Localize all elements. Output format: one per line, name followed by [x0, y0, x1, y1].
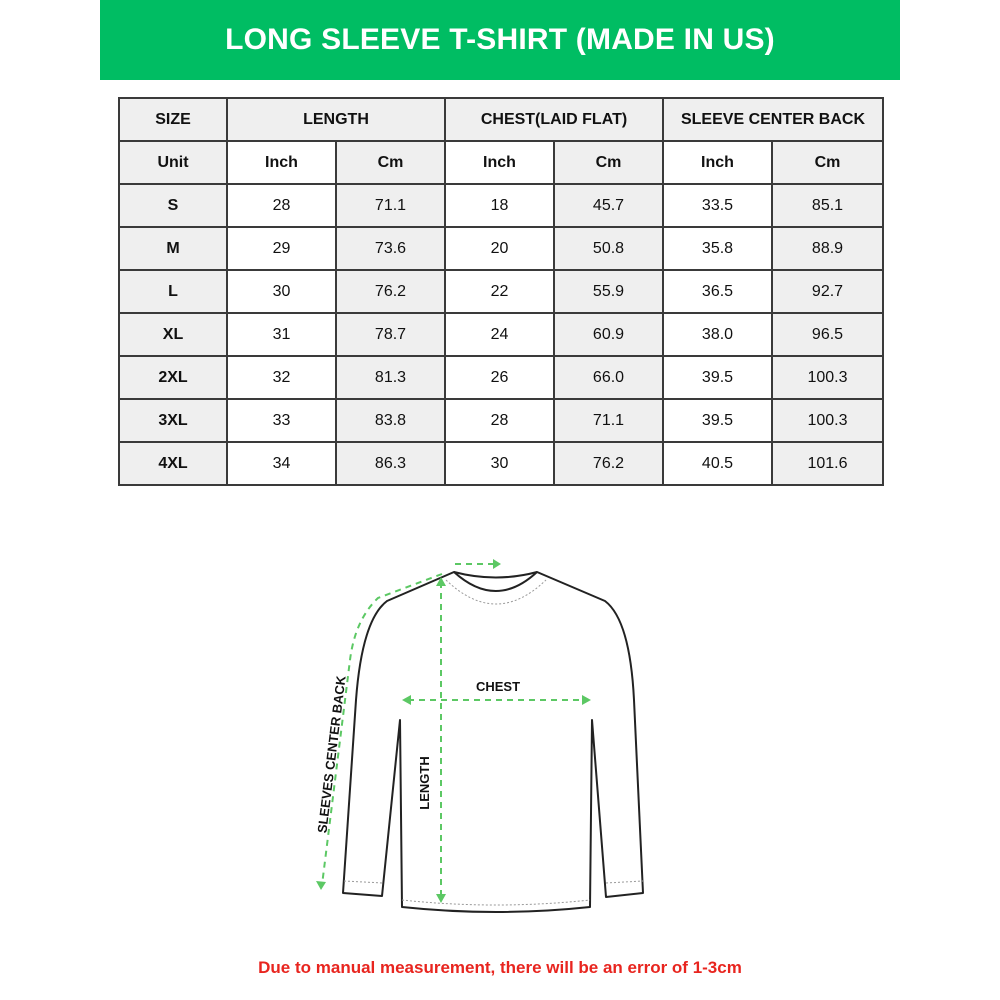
size-chart-table: SIZE LENGTH CHEST(LAID FLAT) SLEEVE CENT… [118, 97, 884, 486]
value-cell: 92.7 [771, 269, 884, 314]
value-cell: 71.1 [553, 398, 664, 443]
value-cell: 31 [226, 312, 337, 357]
value-cell: 33.5 [662, 183, 773, 228]
arrow-head-icon [436, 894, 446, 903]
page-title: LONG SLEEVE T-SHIRT (MADE IN US) [225, 23, 775, 56]
value-cell: 100.3 [771, 355, 884, 400]
arrow-head-icon [402, 695, 411, 705]
value-cell: 76.2 [553, 441, 664, 486]
value-cell: 29 [226, 226, 337, 271]
sleeve-label: SLEEVES CENTER BACK [314, 674, 348, 833]
value-cell: 22 [444, 269, 555, 314]
value-cell: 28 [226, 183, 337, 228]
unit-cell: Cm [771, 140, 884, 185]
value-cell: 30 [444, 441, 555, 486]
arrow-head-icon [436, 577, 446, 586]
value-cell: 71.1 [335, 183, 446, 228]
length-label: LENGTH [417, 756, 432, 809]
size-cell: S [118, 183, 228, 228]
value-cell: 33 [226, 398, 337, 443]
table-row: 4XL 34 86.3 30 76.2 40.5 101.6 [118, 441, 884, 486]
size-cell: 3XL [118, 398, 228, 443]
value-cell: 45.7 [553, 183, 664, 228]
table-row: 3XL 33 83.8 28 71.1 39.5 100.3 [118, 398, 884, 443]
value-cell: 39.5 [662, 398, 773, 443]
value-cell: 76.2 [335, 269, 446, 314]
value-cell: 83.8 [335, 398, 446, 443]
header-length: LENGTH [226, 97, 446, 142]
arrow-head-icon [316, 881, 326, 890]
arrow-head-icon [582, 695, 591, 705]
unit-cell: Unit [118, 140, 228, 185]
size-cell: 4XL [118, 441, 228, 486]
value-cell: 28 [444, 398, 555, 443]
group-header-row: SIZE LENGTH CHEST(LAID FLAT) SLEEVE CENT… [118, 97, 884, 142]
shirt-outline [342, 571, 644, 913]
measurement-note: Due to manual measurement, there will be… [258, 958, 742, 977]
table-row: 2XL 32 81.3 26 66.0 39.5 100.3 [118, 355, 884, 400]
value-cell: 20 [444, 226, 555, 271]
unit-cell: Inch [226, 140, 337, 185]
table-row: L 30 76.2 22 55.9 36.5 92.7 [118, 269, 884, 314]
value-cell: 55.9 [553, 269, 664, 314]
title-banner: LONG SLEEVE T-SHIRT (MADE IN US) [100, 0, 900, 80]
value-cell: 40.5 [662, 441, 773, 486]
neck-stitch [445, 579, 547, 605]
neckline [453, 571, 538, 592]
value-cell: 86.3 [335, 441, 446, 486]
value-cell: 26 [444, 355, 555, 400]
value-cell: 96.5 [771, 312, 884, 357]
header-size: SIZE [118, 97, 228, 142]
unit-cell: Cm [553, 140, 664, 185]
value-cell: 30 [226, 269, 337, 314]
table-row: M 29 73.6 20 50.8 35.8 88.9 [118, 226, 884, 271]
value-cell: 100.3 [771, 398, 884, 443]
value-cell: 101.6 [771, 441, 884, 486]
sleeve-measure-line [321, 563, 495, 886]
value-cell: 38.0 [662, 312, 773, 357]
size-cell: XL [118, 312, 228, 357]
size-cell: M [118, 226, 228, 271]
unit-header-row: Unit Inch Cm Inch Cm Inch Cm [118, 140, 884, 185]
value-cell: 73.6 [335, 226, 446, 271]
value-cell: 34 [226, 441, 337, 486]
value-cell: 60.9 [553, 312, 664, 357]
hem-stitch [401, 899, 591, 906]
value-cell: 18 [444, 183, 555, 228]
header-sleeve: SLEEVE CENTER BACK [662, 97, 884, 142]
value-cell: 36.5 [662, 269, 773, 314]
value-cell: 39.5 [662, 355, 773, 400]
table-row: XL 31 78.7 24 60.9 38.0 96.5 [118, 312, 884, 357]
value-cell: 66.0 [553, 355, 664, 400]
cuff-stitch-left [343, 880, 384, 884]
chest-label: CHEST [476, 679, 520, 694]
size-cell: L [118, 269, 228, 314]
unit-cell: Cm [335, 140, 446, 185]
arrow-head-icon [493, 559, 501, 569]
value-cell: 24 [444, 312, 555, 357]
value-cell: 88.9 [771, 226, 884, 271]
size-cell: 2XL [118, 355, 228, 400]
value-cell: 35.8 [662, 226, 773, 271]
table-row: S 28 71.1 18 45.7 33.5 85.1 [118, 183, 884, 228]
value-cell: 32 [226, 355, 337, 400]
unit-cell: Inch [662, 140, 773, 185]
value-cell: 78.7 [335, 312, 446, 357]
header-chest: CHEST(LAID FLAT) [444, 97, 664, 142]
value-cell: 50.8 [553, 226, 664, 271]
unit-cell: Inch [444, 140, 555, 185]
value-cell: 81.3 [335, 355, 446, 400]
value-cell: 85.1 [771, 183, 884, 228]
